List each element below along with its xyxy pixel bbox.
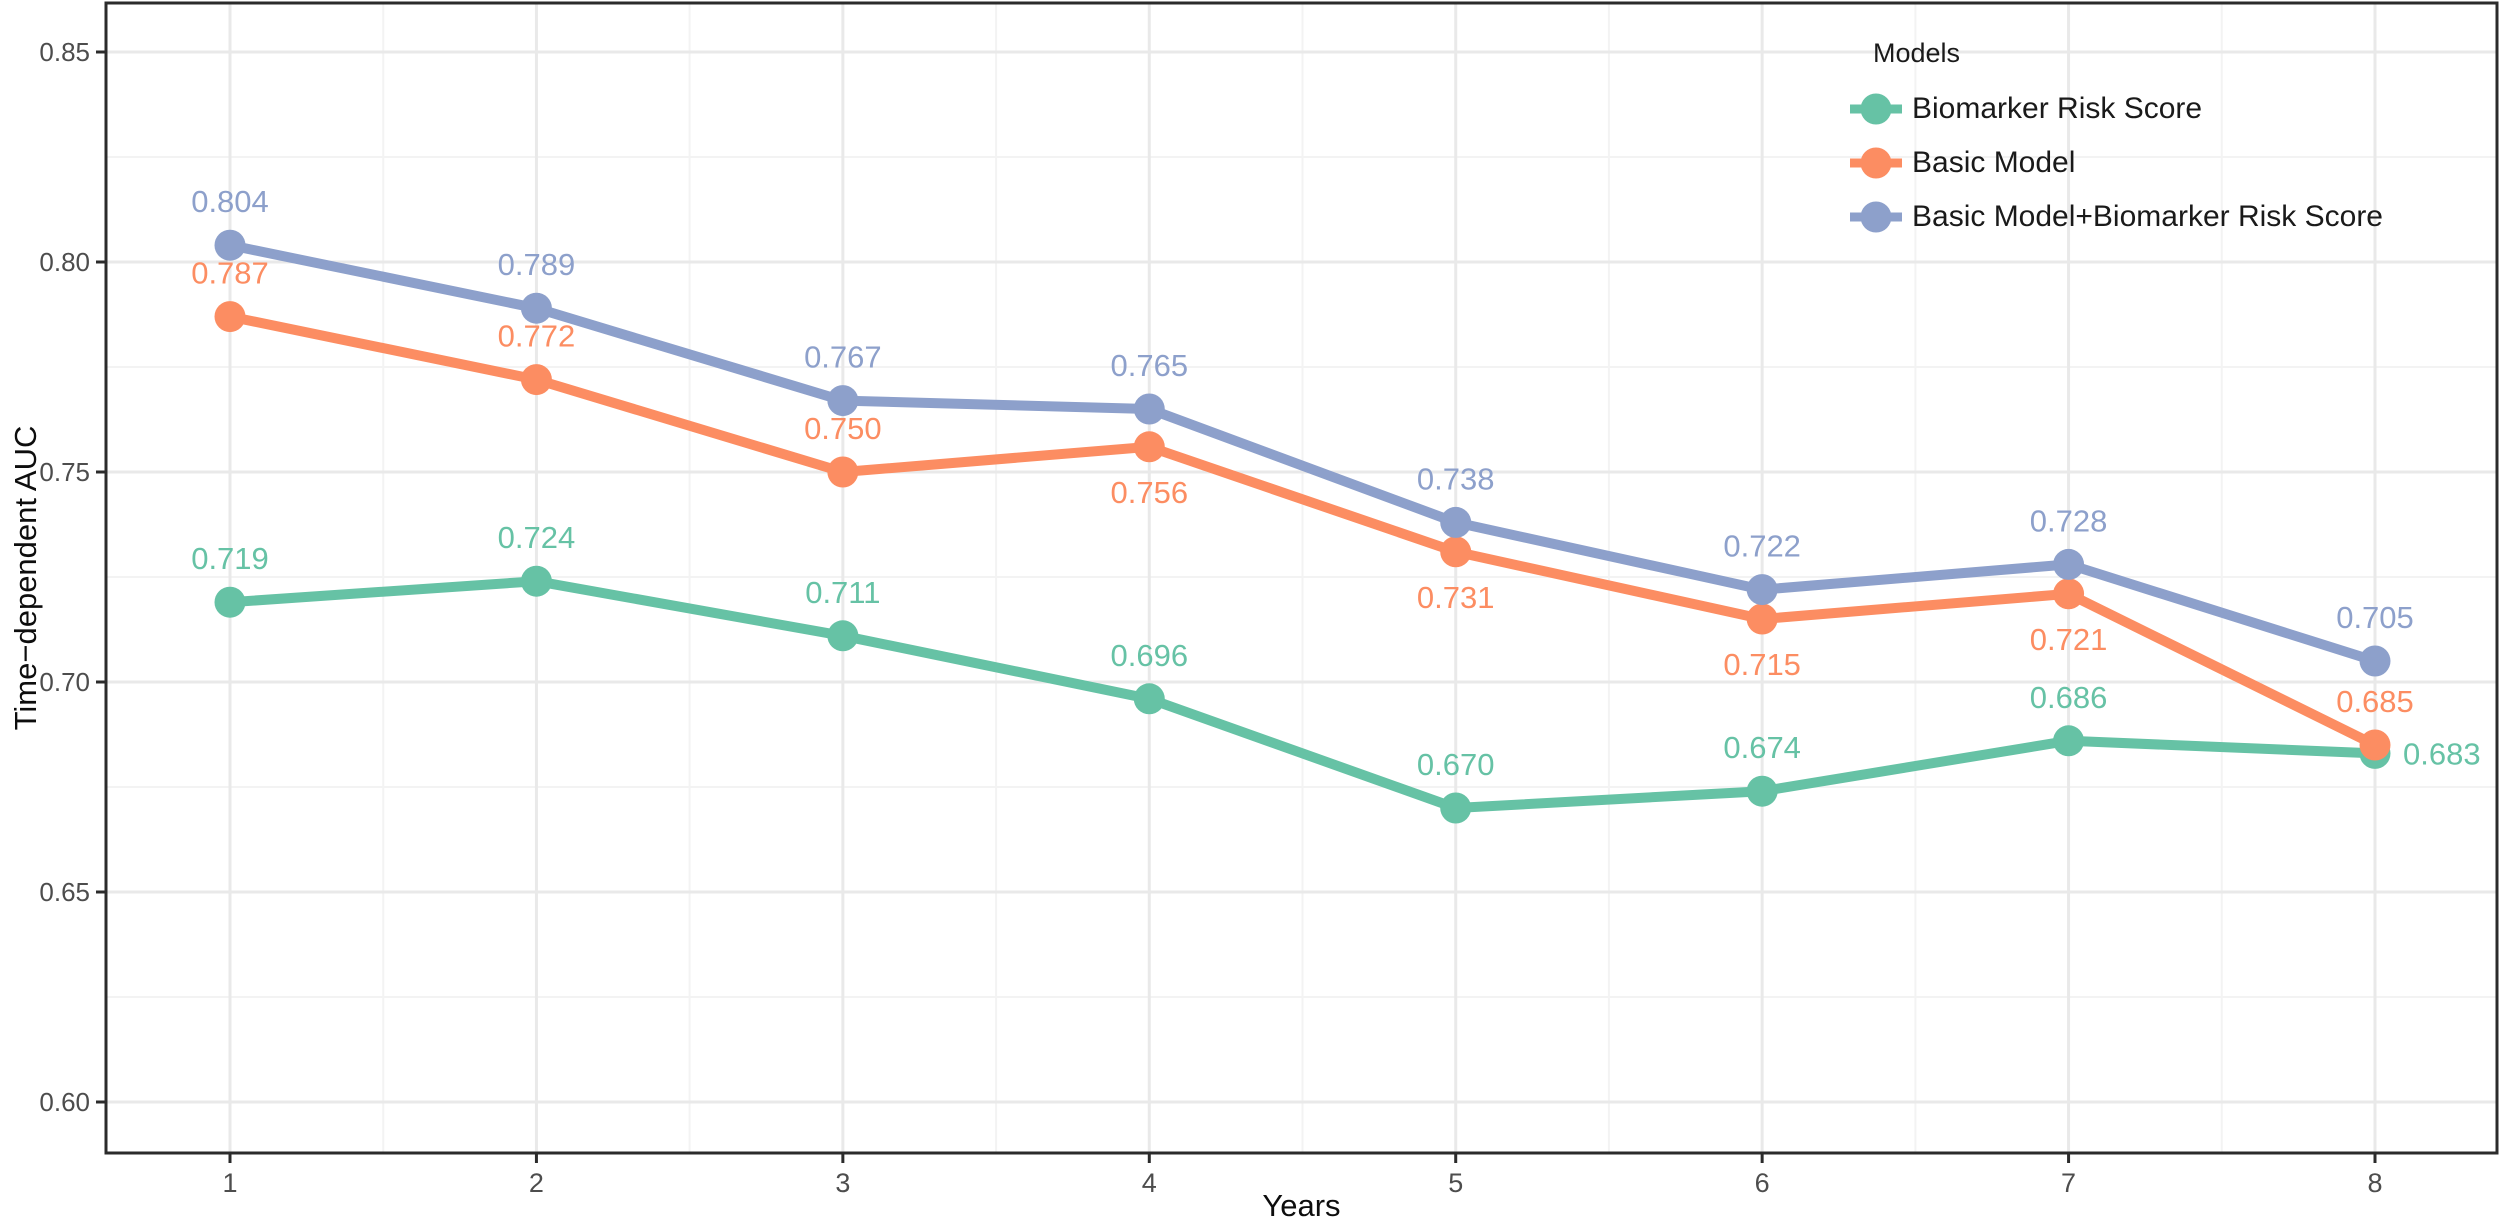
legend-key-icon (1850, 147, 1902, 179)
axis-ticks (96, 50, 2377, 1163)
legend-key-icon (1850, 201, 1902, 233)
data-point (827, 385, 859, 417)
data-point-label: 0.683 (2403, 736, 2481, 771)
series-line (225, 240, 2381, 666)
data-point (214, 301, 246, 333)
legend: Models Biomarker Risk Score Basic Model Ba… (1850, 36, 2383, 244)
data-point-label: 0.787 (191, 256, 269, 291)
x-tick-label: 4 (1142, 1168, 1157, 1198)
data-point (1440, 792, 1472, 824)
data-point-label: 0.772 (498, 319, 576, 354)
data-point-label: 0.765 (1110, 348, 1188, 383)
legend-item-label: Basic Model (1912, 146, 2076, 179)
data-point-label: 0.756 (1110, 475, 1188, 510)
y-tick-label: 0.75 (39, 457, 90, 487)
x-tick-label: 7 (2061, 1168, 2076, 1198)
data-point-label: 0.719 (191, 541, 269, 576)
panel-border (104, 1, 2499, 1155)
data-point (1440, 536, 1472, 568)
legend-item: Basic Model (1850, 136, 2383, 190)
data-point-label: 0.750 (804, 411, 882, 446)
data-point (827, 456, 859, 488)
data-point-label: 0.738 (1417, 461, 1495, 496)
data-point-label: 0.696 (1110, 638, 1188, 673)
data-point-label: 0.711 (805, 575, 880, 610)
data-point-label: 0.670 (1417, 747, 1495, 782)
data-point-label: 0.804 (191, 184, 269, 219)
series-line (225, 311, 2381, 750)
legend-item: Biomarker Risk Score (1850, 82, 2383, 136)
data-point-label: 0.724 (498, 520, 576, 555)
data-point (520, 565, 552, 597)
data-point-label: 0.686 (2030, 680, 2108, 715)
y-tick-label: 0.60 (39, 1087, 90, 1117)
x-axis-title: Years (1262, 1188, 1341, 1223)
y-axis-title: Time−dependent AUC (8, 425, 43, 731)
data-point-label: 0.731 (1417, 580, 1495, 615)
data-point-label: 0.674 (1723, 730, 1801, 765)
x-tick-label: 6 (1755, 1168, 1770, 1198)
data-point-label: 0.721 (2030, 622, 2108, 657)
data-point (1440, 506, 1472, 538)
legend-title: Models (1873, 38, 1961, 68)
data-point-label: 0.767 (804, 340, 882, 375)
x-tick-labels: 1 2 3 4 5 6 7 8 (222, 1168, 2382, 1198)
legend-item: Basic Model+Biomarker Risk Score (1850, 190, 2383, 244)
data-point (214, 229, 246, 261)
data-point (2359, 729, 2391, 761)
series-points (214, 301, 2391, 761)
data-point (1746, 775, 1778, 807)
data-point-label: 0.728 (2030, 503, 2108, 538)
data-point (1133, 431, 1165, 463)
data-point (1133, 683, 1165, 715)
data-point-label: 0.705 (2336, 600, 2414, 635)
x-tick-label: 8 (2367, 1168, 2382, 1198)
data-point (214, 586, 246, 618)
data-point (2053, 548, 2085, 580)
series-line (225, 576, 2381, 813)
series-data-labels: 0.787 0.772 0.750 0.756 0.731 0.715 0.721 0.685 (191, 256, 2414, 719)
data-point (2359, 645, 2391, 677)
data-point-label: 0.789 (498, 247, 576, 282)
data-point (2053, 725, 2085, 757)
legend-key-icon (1850, 93, 1902, 125)
y-tick-label: 0.80 (39, 247, 90, 277)
data-point (520, 364, 552, 396)
legend-item-label: Basic Model+Biomarker Risk Score (1912, 200, 2383, 233)
series-data-labels: 0.719 0.724 0.711 0.696 0.670 0.674 0.686 0.683 (191, 520, 2480, 782)
x-tick-label: 3 (835, 1168, 850, 1198)
data-point (520, 292, 552, 324)
series-data-labels: 0.804 0.789 0.767 0.765 0.738 0.722 0.728 0.705 (191, 184, 2414, 635)
data-point (827, 620, 859, 652)
x-tick-label: 1 (222, 1168, 237, 1198)
y-tick-label: 0.85 (39, 37, 90, 67)
data-point (1746, 574, 1778, 606)
series-points (214, 229, 2391, 677)
y-tick-label: 0.70 (39, 667, 90, 697)
x-tick-label: 2 (529, 1168, 544, 1198)
legend-item-label: Biomarker Risk Score (1912, 92, 2203, 125)
x-tick-label: 5 (1448, 1168, 1463, 1198)
data-point-label: 0.685 (2336, 684, 2414, 719)
data-point-label: 0.715 (1723, 647, 1801, 682)
legend-items: Biomarker Risk Score Basic Model Basic Mod… (1850, 82, 2383, 244)
y-tick-label: 0.65 (39, 877, 90, 907)
data-point (1133, 393, 1165, 425)
data-point-label: 0.722 (1723, 529, 1801, 564)
data-point (2053, 578, 2085, 610)
y-tick-labels: 0.60 0.65 0.70 0.75 0.80 0.85 (39, 37, 90, 1117)
data-point (1746, 603, 1778, 635)
